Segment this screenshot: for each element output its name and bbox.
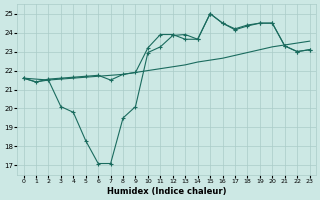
X-axis label: Humidex (Indice chaleur): Humidex (Indice chaleur) <box>107 187 226 196</box>
